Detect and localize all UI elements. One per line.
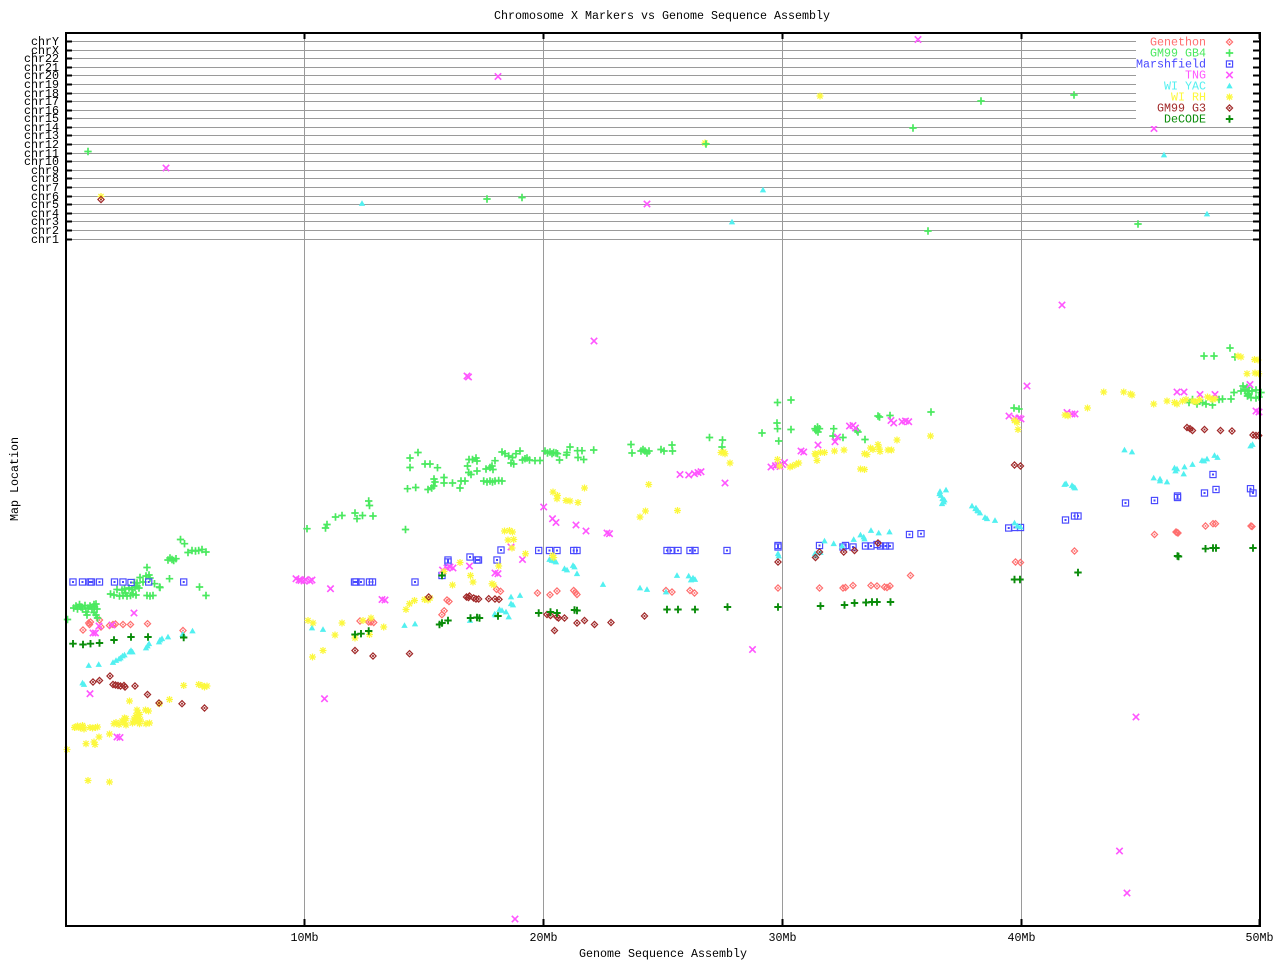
svg-text:chr9: chr9 — [31, 165, 59, 178]
svg-text:chr22: chr22 — [24, 53, 59, 66]
svg-text:chr4: chr4 — [31, 208, 59, 221]
svg-text:chr11: chr11 — [24, 148, 59, 161]
svg-text:chr10: chr10 — [24, 156, 59, 169]
svg-text:chr2: chr2 — [31, 225, 59, 238]
svg-text:chr15: chr15 — [24, 113, 59, 126]
svg-text:chr17: chr17 — [24, 96, 59, 109]
svg-text:Genome Sequence Assembly: Genome Sequence Assembly — [579, 948, 747, 960]
svg-text:30Mb: 30Mb — [769, 932, 797, 945]
svg-text:Genethon: Genethon — [1150, 37, 1206, 50]
svg-text:chr13: chr13 — [24, 130, 59, 143]
svg-text:chr16: chr16 — [24, 105, 59, 118]
svg-text:WI RH: WI RH — [1171, 92, 1206, 105]
svg-text:chrX: chrX — [31, 45, 59, 58]
svg-text:chr8: chr8 — [31, 173, 59, 186]
svg-text:chr12: chr12 — [24, 139, 59, 152]
svg-text:chr3: chr3 — [31, 216, 59, 229]
svg-text:chr21: chr21 — [24, 62, 59, 75]
svg-text:Map Location: Map Location — [9, 437, 22, 521]
svg-text:chr18: chr18 — [24, 88, 59, 101]
svg-text:TNG: TNG — [1185, 70, 1206, 83]
svg-text:DeCODE: DeCODE — [1164, 114, 1206, 127]
svg-text:chr14: chr14 — [24, 122, 59, 135]
svg-text:chr7: chr7 — [31, 182, 59, 195]
svg-text:Marshfield: Marshfield — [1136, 59, 1206, 72]
svg-text:chr5: chr5 — [31, 199, 59, 212]
svg-text:chr19: chr19 — [24, 79, 59, 92]
svg-text:WI YAC: WI YAC — [1164, 81, 1206, 94]
svg-text:Chromosome X Markers vs Genome: Chromosome X Markers vs Genome Sequence … — [494, 10, 830, 23]
svg-text:GM99 G3: GM99 G3 — [1157, 103, 1206, 116]
svg-text:chrY: chrY — [31, 36, 59, 49]
svg-text:50Mb: 50Mb — [1246, 932, 1274, 945]
svg-text:chr6: chr6 — [31, 191, 59, 204]
svg-text:40Mb: 40Mb — [1008, 932, 1036, 945]
svg-text:10Mb: 10Mb — [291, 932, 319, 945]
svg-text:chr1: chr1 — [31, 234, 59, 247]
svg-text:chr20: chr20 — [24, 70, 59, 83]
svg-text:20Mb: 20Mb — [530, 932, 558, 945]
svg-text:GM99 GB4: GM99 GB4 — [1150, 48, 1206, 61]
